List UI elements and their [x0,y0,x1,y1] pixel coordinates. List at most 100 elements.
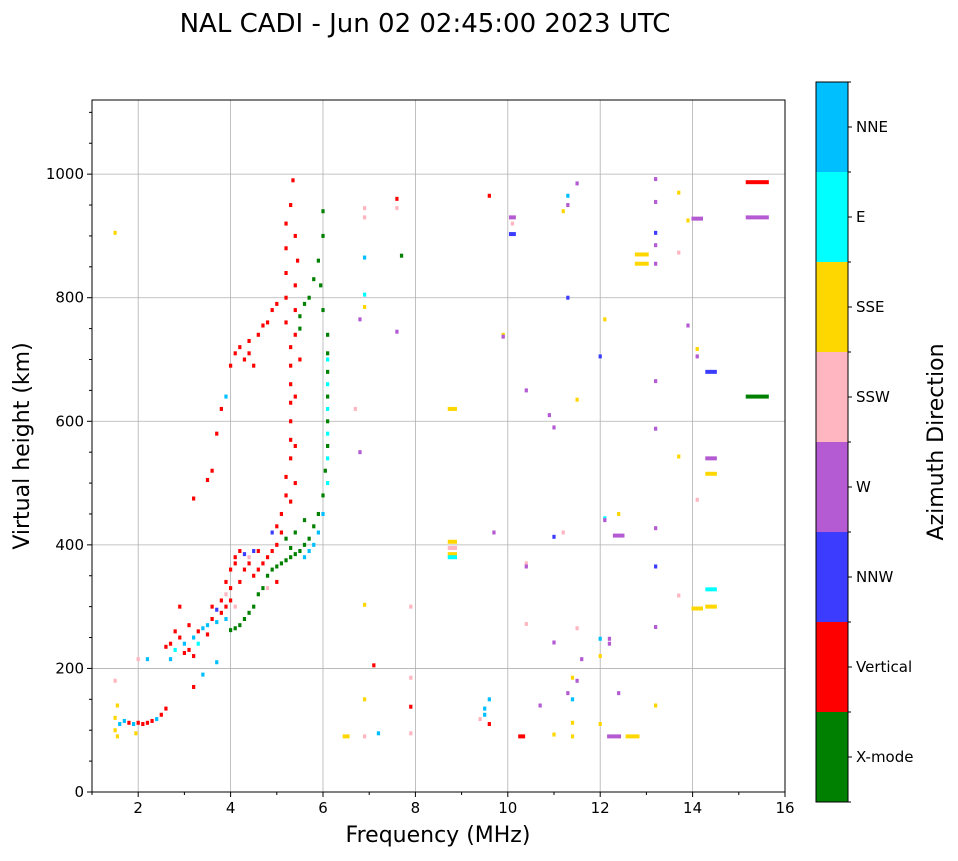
data-point [219,406,223,411]
data-point [168,657,173,662]
data-point [127,720,131,725]
data-point [215,431,219,436]
data-point [677,250,681,255]
data-point [279,561,284,566]
data-point [265,586,270,591]
data-point [362,215,367,220]
data-point [201,672,205,677]
data-point [136,720,140,725]
data-point [224,617,228,621]
data-point [275,579,279,584]
data-point [326,456,330,461]
colorbar-label-x-mode: X-mode [856,748,913,766]
data-point [705,587,717,592]
data-point [598,636,602,641]
data-point [289,555,293,560]
data-point [634,261,649,266]
data-point [478,717,482,722]
data-point [326,382,330,387]
data-point [395,329,399,334]
data-point [302,542,307,547]
data-point [483,712,487,717]
data-point [492,530,496,535]
data-point [252,363,256,368]
colorbar-segment-nne [816,82,848,172]
data-point [215,660,219,665]
chart-title: NAL CADI - Jun 02 02:45:00 2023 UTC [180,9,671,39]
data-point [293,394,297,399]
data-point [289,382,293,387]
x-tick-label: 4 [226,799,236,817]
data-point [654,199,658,204]
data-point [145,720,150,725]
data-point [326,357,330,362]
data-point [284,493,288,498]
data-point [409,731,413,736]
data-point [302,301,307,306]
data-point [326,481,330,486]
data-point [242,357,247,362]
data-point [233,555,237,560]
data-point [326,369,330,374]
y-tick-label: 800 [55,289,84,307]
colorbar-label-e: E [856,208,865,226]
data-point [705,369,717,374]
data-point [326,394,330,399]
data-point [291,178,295,183]
data-point [654,564,658,569]
data-point [252,604,256,609]
data-point [654,379,658,384]
data-point [510,221,515,226]
data-point [113,678,117,683]
data-point [215,620,219,625]
data-point [242,617,247,621]
data-point [293,552,297,557]
data-point [173,647,177,652]
data-point [745,180,769,185]
y-tick-label: 200 [55,659,84,677]
data-point [321,233,325,238]
data-point [321,511,325,516]
data-point [210,604,214,609]
data-point [196,629,200,634]
data-point [228,567,233,572]
data-point [275,524,279,529]
data-point [247,338,251,343]
data-point [224,579,228,584]
data-point [224,592,228,597]
data-point [483,706,487,711]
data-point [654,625,658,630]
data-point [617,511,621,516]
data-point [298,549,302,554]
data-point [634,252,649,257]
data-point [256,332,260,337]
data-point [293,308,297,313]
data-point [575,678,579,683]
x-axis-label: Frequency (MHz) [346,823,531,848]
data-point [141,722,145,727]
data-point [654,261,658,266]
data-point [395,196,399,201]
data-point [242,552,247,557]
data-point [261,586,265,591]
data-point [289,437,293,442]
data-point [233,604,237,609]
data-point [566,691,570,696]
data-point [284,558,288,563]
data-point [256,567,260,572]
data-point [501,334,505,339]
data-point [686,218,690,223]
data-point [362,697,367,702]
data-point [358,450,362,455]
data-point [691,216,703,221]
x-tick-label: 16 [775,799,794,817]
colorbar-segment-ssw [816,352,848,442]
data-point [321,209,325,214]
data-point [298,326,302,331]
data-point [136,657,140,662]
data-point [233,626,237,631]
data-point [210,617,214,621]
data-point [607,734,621,739]
data-point [447,555,457,560]
data-point [745,215,769,220]
